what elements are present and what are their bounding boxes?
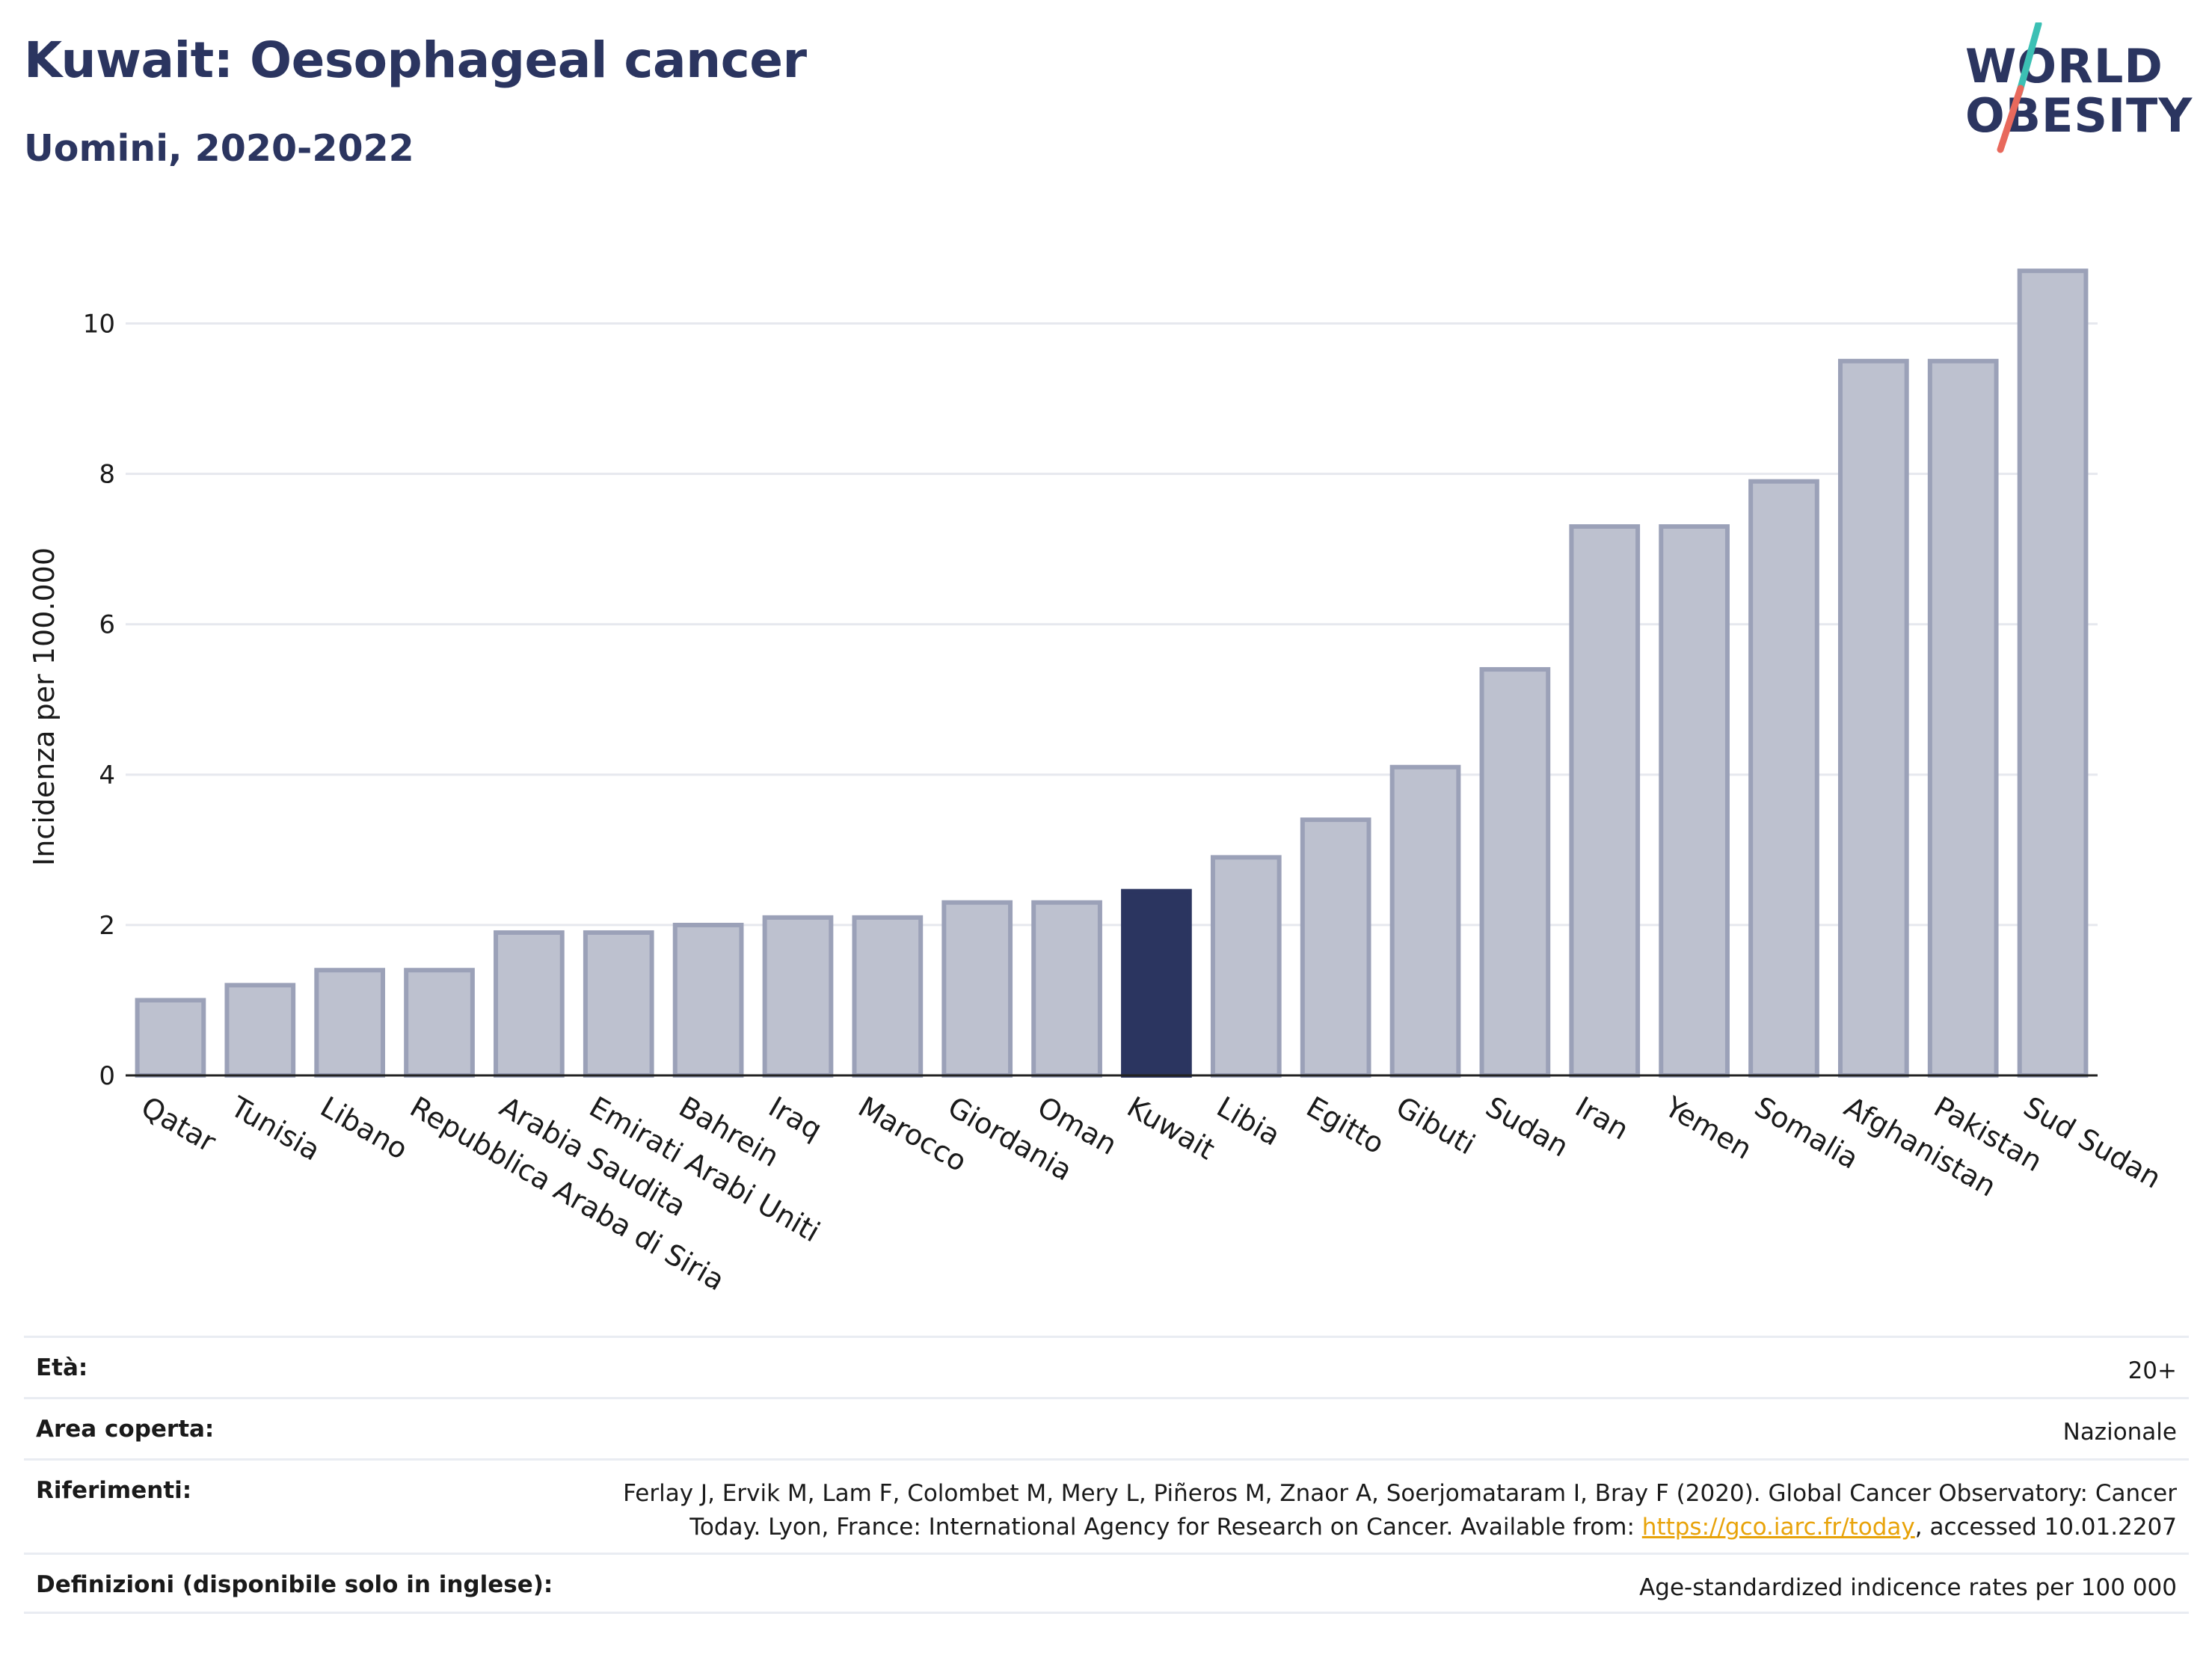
bar-somalia[interactable] xyxy=(1748,479,1819,1078)
y-tick-label: 10 xyxy=(83,310,115,340)
meta-row-area: Area coperta: Nazionale xyxy=(24,1397,2189,1458)
definitions-label: Definizioni (disponibile solo in inglese… xyxy=(36,1571,553,1598)
bar-yemen[interactable] xyxy=(1659,524,1730,1078)
bar-pakistan[interactable] xyxy=(1927,358,1999,1078)
bar-gibuti[interactable] xyxy=(1389,764,1461,1078)
x-tick-label: Yemen xyxy=(1659,1090,1757,1166)
x-tick-label: Libano xyxy=(315,1090,414,1166)
bar-libia[interactable] xyxy=(1210,855,1282,1078)
x-tick-label: Somalia xyxy=(1749,1090,1864,1176)
bar-marocco[interactable] xyxy=(852,915,924,1078)
chart-title: Kuwait: Oesophageal cancer xyxy=(24,31,807,89)
y-axis-title: Incidenza per 100.000 xyxy=(28,547,61,866)
bar-libano[interactable] xyxy=(314,968,386,1078)
bar-egitto[interactable] xyxy=(1300,817,1371,1078)
logo-text-world: WORLD xyxy=(1965,39,2163,93)
references-label: Riferimenti: xyxy=(36,1477,192,1504)
logo-slash-icon xyxy=(1997,22,2042,153)
references-value: Ferlay J, Ervik M, Lam F, Colombet M, Me… xyxy=(623,1477,2177,1544)
bar-emirati-arabi-uniti[interactable] xyxy=(583,930,654,1078)
x-tick-label: Qatar xyxy=(135,1090,221,1159)
area-label: Area coperta: xyxy=(36,1416,215,1443)
chart-subtitle: Uomini, 2020-2022 xyxy=(24,127,414,170)
x-tick-label: Kuwait xyxy=(1122,1090,1220,1167)
definitions-value: Age-standardized indicence rates per 100… xyxy=(1639,1574,2177,1601)
x-tick-label: Sud Sudan xyxy=(2018,1090,2167,1195)
x-tick-label: Gibuti xyxy=(1391,1090,1481,1161)
bar-kuwait[interactable] xyxy=(1121,888,1192,1078)
x-tick-label: Sudan xyxy=(1480,1090,1574,1164)
metadata-table: Età: 20+ Area coperta: Nazionale Riferim… xyxy=(24,1336,2189,1614)
bar-iraq[interactable] xyxy=(762,915,834,1078)
bar-tunisia[interactable] xyxy=(224,983,296,1078)
bar-sud-sudan[interactable] xyxy=(2017,268,2089,1078)
world-obesity-logo[interactable]: WORLD OBESITY xyxy=(1952,22,2199,157)
y-tick-label: 2 xyxy=(99,911,115,941)
x-tick-label: Iran xyxy=(1570,1090,1634,1146)
y-tick-label: 6 xyxy=(99,610,115,640)
meta-row-definitions: Definizioni (disponibile solo in inglese… xyxy=(24,1553,2189,1614)
meta-row-references: Riferimenti: Ferlay J, Ervik M, Lam F, C… xyxy=(24,1458,2189,1553)
bars xyxy=(135,268,2089,1078)
references-link[interactable]: https://gco.iarc.fr/today xyxy=(1641,1514,1915,1541)
bar-bahrein[interactable] xyxy=(672,922,744,1078)
meta-row-age: Età: 20+ xyxy=(24,1336,2189,1397)
references-text-2: Today. Lyon, France: International Agenc… xyxy=(689,1514,1642,1541)
bar-iran[interactable] xyxy=(1569,524,1641,1078)
bar-sudan[interactable] xyxy=(1479,667,1551,1078)
x-tick-label: Tunisia xyxy=(224,1090,325,1167)
y-tick-label: 8 xyxy=(99,460,115,490)
bar-afghanistan[interactable] xyxy=(1837,358,1909,1078)
area-value: Nazionale xyxy=(2062,1419,2177,1446)
age-value: 20+ xyxy=(2127,1357,2177,1384)
y-axis-ticks: 0 2 4 6 8 10 xyxy=(83,310,115,1091)
bar-repubblica-araba-di-siria[interactable] xyxy=(404,968,475,1078)
x-tick-label: Libia xyxy=(1211,1090,1286,1152)
bar-oman[interactable] xyxy=(1031,900,1102,1078)
y-tick-label: 0 xyxy=(99,1061,115,1091)
references-text-3: , accessed 10.01.2207 xyxy=(1914,1514,2177,1541)
y-tick-label: 4 xyxy=(99,761,115,790)
x-tick-label: Egitto xyxy=(1301,1090,1390,1161)
age-label: Età: xyxy=(36,1354,88,1381)
references-text-1: Ferlay J, Ervik M, Lam F, Colombet M, Me… xyxy=(623,1480,2177,1507)
bar-qatar[interactable] xyxy=(135,998,206,1078)
bar-giordania[interactable] xyxy=(941,900,1013,1078)
bar-arabia-saudita[interactable] xyxy=(494,930,565,1078)
